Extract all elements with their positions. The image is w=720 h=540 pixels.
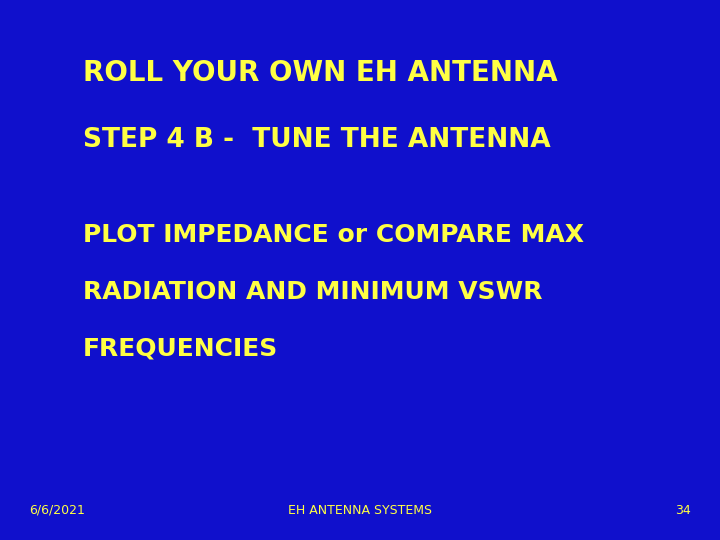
Text: EH ANTENNA SYSTEMS: EH ANTENNA SYSTEMS [288,504,432,517]
Text: 34: 34 [675,504,691,517]
Text: 6/6/2021: 6/6/2021 [29,504,85,517]
Text: STEP 4 B -  TUNE THE ANTENNA: STEP 4 B - TUNE THE ANTENNA [83,127,550,153]
Text: FREQUENCIES: FREQUENCIES [83,336,278,360]
Text: RADIATION AND MINIMUM VSWR: RADIATION AND MINIMUM VSWR [83,280,542,303]
Text: ROLL YOUR OWN EH ANTENNA: ROLL YOUR OWN EH ANTENNA [83,59,557,87]
Text: PLOT IMPEDANCE or COMPARE MAX: PLOT IMPEDANCE or COMPARE MAX [83,223,584,247]
